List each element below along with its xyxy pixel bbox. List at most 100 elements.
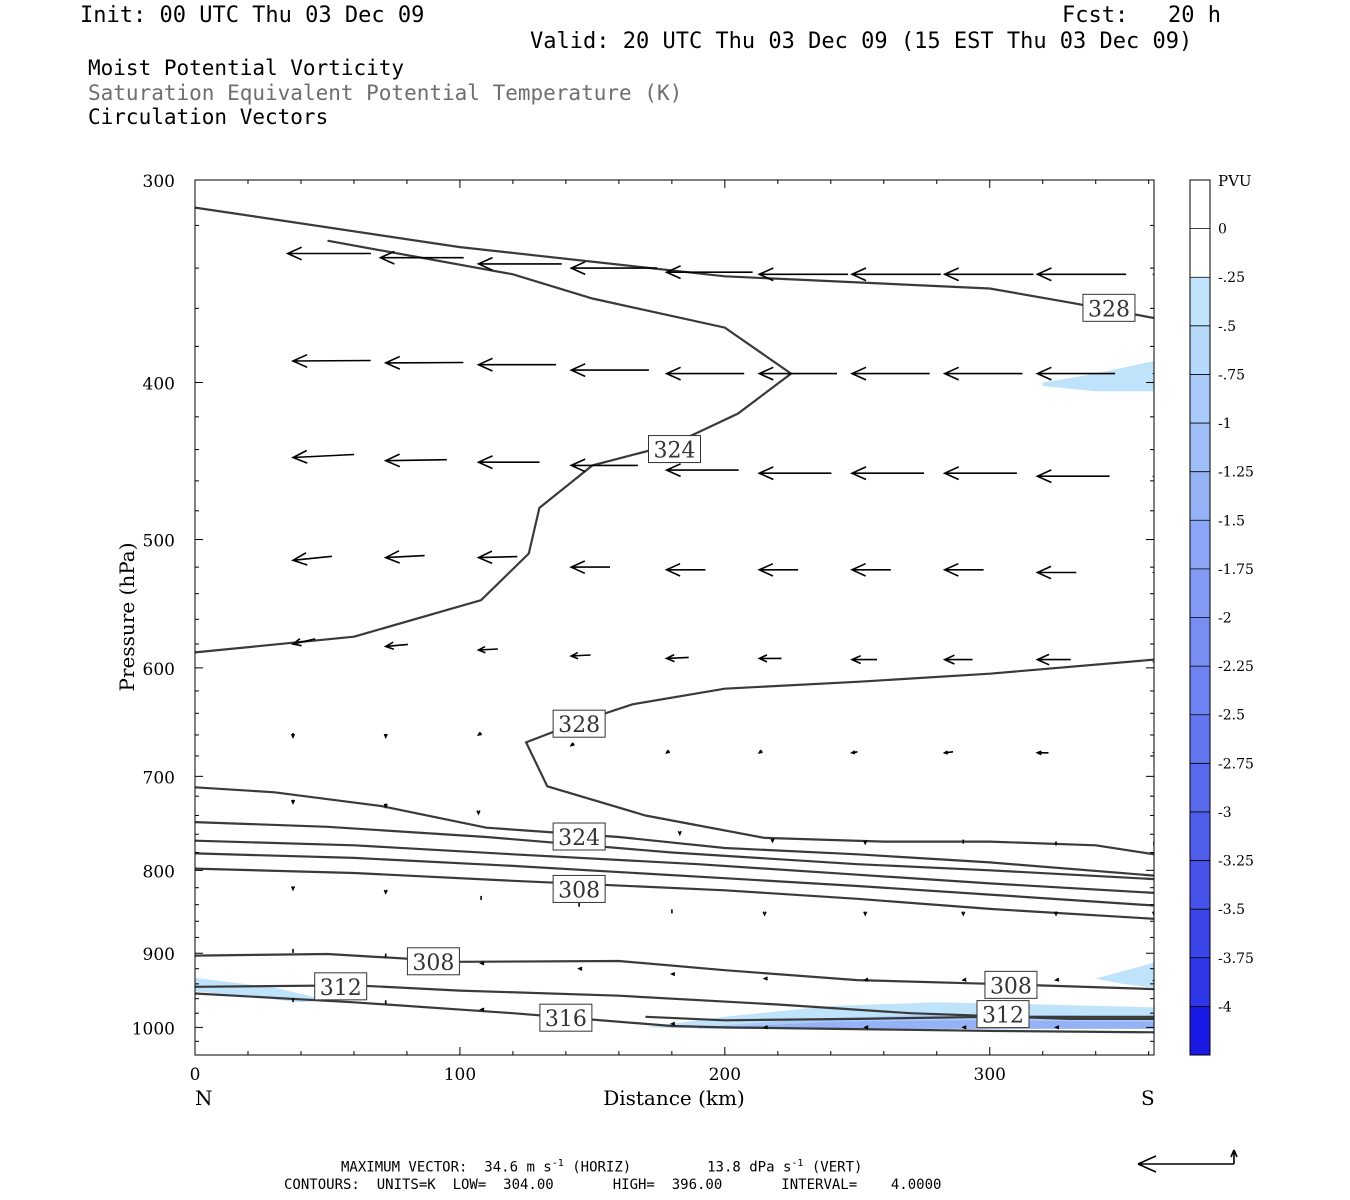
pv-region-2 xyxy=(1095,962,1154,988)
circulation-vector-98 xyxy=(1054,1025,1060,1030)
vector-shaft xyxy=(476,645,498,654)
circulation-vector-85 xyxy=(762,976,768,981)
circulation-vector-54 xyxy=(665,749,670,754)
circulation-vector-20 xyxy=(291,449,355,464)
vector-shaft xyxy=(290,799,296,805)
circulation-vector-78 xyxy=(1053,911,1059,917)
circulation-vector-37 xyxy=(942,562,984,577)
pv-region-0 xyxy=(195,977,328,1003)
circulation-vector-13 xyxy=(569,363,649,378)
vector-shaft xyxy=(942,750,954,755)
colorbar-swatch-15 xyxy=(1190,909,1210,959)
colorbar-label-3: -.75 xyxy=(1218,367,1245,383)
colorbar-swatch-8 xyxy=(1190,568,1210,618)
colorbar-swatch-10 xyxy=(1190,666,1210,716)
circulation-vector-76 xyxy=(863,911,868,917)
vector-shaft xyxy=(1035,653,1071,666)
vector-shaft xyxy=(476,810,481,816)
circulation-vector-60 xyxy=(290,799,296,805)
circulation-vector-75 xyxy=(762,911,767,917)
circulation-vector-51 xyxy=(383,733,388,740)
vector-shaft xyxy=(942,466,1017,481)
colorbar-swatch-7 xyxy=(1190,520,1210,570)
colorbar-swatch-12 xyxy=(1190,763,1210,813)
circulation-vector-18 xyxy=(1035,366,1116,381)
contour-label-text: 312 xyxy=(982,1004,1024,1029)
contour-label-text: 308 xyxy=(558,878,600,903)
colorbar-swatch-2 xyxy=(1190,277,1210,327)
vector-shaft xyxy=(942,654,973,665)
theta-es-contour-1 xyxy=(195,239,793,654)
vector-shaft xyxy=(1054,977,1060,982)
contour-label-box xyxy=(648,435,701,464)
circulation-vector-12 xyxy=(476,357,557,372)
vector-shaft xyxy=(383,733,388,740)
vector-shaft xyxy=(1035,469,1110,484)
vector-shaft xyxy=(291,552,332,566)
y-tick-label-500: 500 xyxy=(143,532,175,552)
circulation-vector-17 xyxy=(942,366,1023,381)
vector-shaft xyxy=(863,977,869,982)
circulation-vector-1 xyxy=(378,250,464,265)
vector-shaft xyxy=(1054,1025,1060,1030)
colorbar-label-5: -1.25 xyxy=(1218,465,1254,481)
vector-shaft xyxy=(757,562,799,577)
colorbar-label-15: -3.75 xyxy=(1218,951,1254,967)
south-label: S xyxy=(1141,1086,1155,1110)
contour-label-0: 328 xyxy=(1082,293,1136,322)
reference-vector-arrow xyxy=(1137,1149,1238,1173)
x-tick-label-0: 0 xyxy=(190,1065,201,1085)
circulation-vector-79 xyxy=(1151,911,1154,917)
vector-shaft xyxy=(942,562,984,577)
colorbar-swatch-9 xyxy=(1190,617,1210,667)
theta-es-contour-11 xyxy=(645,1015,1154,1022)
colorbar-swatch-16 xyxy=(1190,957,1210,1007)
circulation-vector-33 xyxy=(569,560,610,575)
vector-shaft xyxy=(1152,751,1154,754)
vector-shaft xyxy=(942,366,1023,381)
contour-label-5: 308 xyxy=(406,947,460,976)
circulation-vector-5 xyxy=(757,267,849,282)
title-pv: Moist Potential Vorticity xyxy=(88,56,405,80)
vector-shaft xyxy=(863,840,868,846)
north-label: N xyxy=(195,1086,213,1110)
circulation-vector-43 xyxy=(569,651,591,660)
vector-shaft xyxy=(1035,750,1049,756)
colorbar-swatch-11 xyxy=(1190,714,1210,764)
circulation-vector-55 xyxy=(757,749,763,754)
vector-shaft xyxy=(762,976,768,981)
y-tick-label-800: 800 xyxy=(143,862,175,882)
circulation-vector-44 xyxy=(664,653,689,663)
circulation-vector-62 xyxy=(476,810,481,816)
circulation-vector-0 xyxy=(285,246,371,261)
circulation-vector-3 xyxy=(569,261,658,276)
colorbar-label-1: -.25 xyxy=(1218,270,1245,286)
circulation-vector-53 xyxy=(569,742,575,747)
circulation-vector-97 xyxy=(961,1025,967,1030)
circulation-vector-27 xyxy=(942,466,1017,481)
contour-label-2: 328 xyxy=(552,709,606,738)
colorbar-label-13: -3.25 xyxy=(1218,854,1254,870)
contour-label-text: 308 xyxy=(412,951,454,976)
vector-shaft xyxy=(677,830,682,837)
y-tick-label-600: 600 xyxy=(143,660,175,680)
circulation-vector-42 xyxy=(476,645,498,654)
contour-label-6: 312 xyxy=(314,972,368,1001)
circulation-vector-64 xyxy=(677,830,682,837)
circulation-vector-14 xyxy=(664,366,745,381)
circulation-vector-30 xyxy=(291,552,332,566)
vector-shaft xyxy=(961,1025,967,1030)
circulation-vector-83 xyxy=(577,966,583,971)
vector-shaft xyxy=(669,1021,676,1026)
colorbar-label-12: -3 xyxy=(1218,805,1232,821)
theta-es-contour-10 xyxy=(195,992,1154,1034)
vector-shaft xyxy=(664,562,706,577)
y-tick-label-1000: 1000 xyxy=(132,1019,175,1039)
vector-shaft xyxy=(665,749,670,754)
vector-shaft xyxy=(1152,661,1154,663)
circulation-vector-49 xyxy=(1152,661,1154,663)
theta-es-contour-5 xyxy=(195,839,1154,894)
colorbar-label-16: -4 xyxy=(1218,999,1232,1015)
vector-shaft xyxy=(476,731,482,737)
contour-label-text: 324 xyxy=(654,439,696,464)
